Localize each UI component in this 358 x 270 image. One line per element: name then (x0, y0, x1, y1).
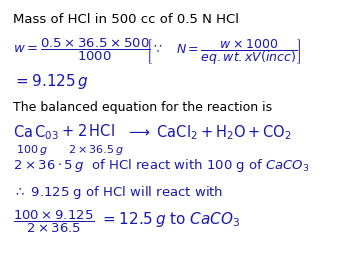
Text: $\therefore$ 9.125 g of HCl will react with: $\therefore$ 9.125 g of HCl will react w… (13, 184, 223, 201)
Text: $\left[\because\quad N = \dfrac{w\times1000}{eq.wt.xV(incc)}\right]$: $\left[\because\quad N = \dfrac{w\times1… (146, 37, 301, 67)
Text: $100\,g$: $100\,g$ (16, 143, 48, 157)
Text: $+\;\mathrm{2\,HCl}$: $+\;\mathrm{2\,HCl}$ (61, 123, 115, 139)
Text: Mass of HCl in 500 cc of 0.5 N HCl: Mass of HCl in 500 cc of 0.5 N HCl (13, 13, 238, 26)
Text: $\mathrm{Ca\,C_{03}}$: $\mathrm{Ca\,C_{03}}$ (13, 123, 59, 142)
Text: $\dfrac{100\times9.125}{2\times36.5}$: $\dfrac{100\times9.125}{2\times36.5}$ (13, 209, 94, 235)
Text: $2\times36\cdot5\,g$  of HCl react with 100 g of $\mathit{CaCO_3}$: $2\times36\cdot5\,g$ of HCl react with 1… (13, 157, 309, 174)
Text: $2\times36.5\,g$: $2\times36.5\,g$ (68, 143, 124, 157)
Text: The balanced equation for the reaction is: The balanced equation for the reaction i… (13, 101, 272, 114)
Text: $\longrightarrow\;\mathrm{CaCl_2} + \mathrm{H_2O} + \mathrm{CO_2}$: $\longrightarrow\;\mathrm{CaCl_2} + \mat… (126, 123, 292, 142)
Text: $= 9.125\,g$: $= 9.125\,g$ (13, 72, 88, 90)
Text: $w = \dfrac{0.5\times36.5\times500}{1000}$: $w = \dfrac{0.5\times36.5\times500}{1000… (13, 37, 150, 63)
Text: $= 12.5\,g$ to $\mathit{CaCO_3}$: $= 12.5\,g$ to $\mathit{CaCO_3}$ (100, 210, 241, 230)
